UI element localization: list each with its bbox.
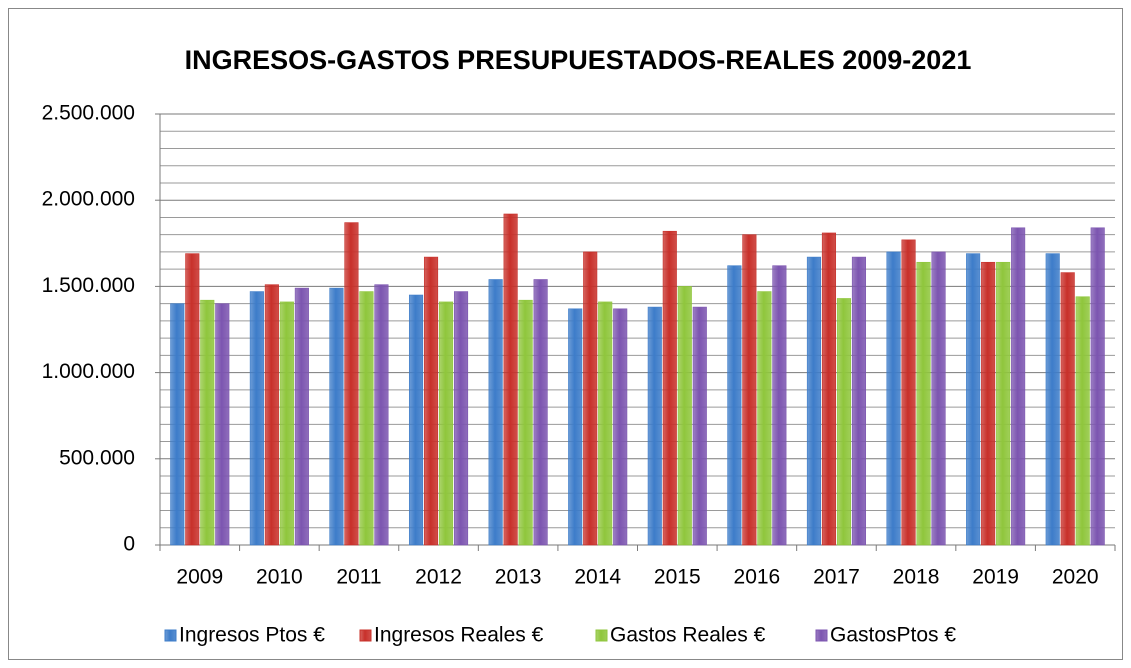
bar: [677, 286, 692, 546]
bar: [966, 253, 981, 546]
bar: [374, 284, 389, 546]
y-tick-label: 1.500.000: [42, 274, 135, 297]
bar: [185, 253, 200, 546]
y-tick-label: 2.000.000: [42, 188, 135, 211]
x-tick-label: 2014: [574, 566, 621, 589]
bar: [1075, 296, 1090, 546]
legend-label: Gastos Reales €: [610, 624, 766, 647]
bar: [692, 306, 707, 546]
y-tick-label: 0: [123, 533, 135, 556]
bar: [821, 232, 837, 546]
x-tick-label: 2017: [813, 566, 860, 589]
x-tick-label: 2016: [734, 566, 781, 589]
bar: [1060, 272, 1075, 546]
bar: [1011, 227, 1026, 546]
bar: [916, 261, 931, 546]
legend-label: Ingresos Reales €: [374, 624, 544, 647]
bar: [294, 287, 309, 546]
bar: [359, 291, 374, 546]
y-tick-label: 1.000.000: [42, 360, 135, 383]
bar: [329, 287, 344, 546]
legend-swatch: [359, 629, 372, 642]
x-tick-label: 2019: [972, 566, 1019, 589]
bar: [488, 279, 503, 546]
legend-label: GastosPtos €: [830, 624, 956, 647]
bar: [438, 301, 454, 546]
x-tick-label: 2010: [256, 566, 303, 589]
bar: [1045, 253, 1060, 546]
bar: [598, 301, 613, 546]
x-tick-label: 2020: [1052, 566, 1099, 589]
bar: [662, 230, 677, 546]
bar: [1090, 227, 1105, 546]
bar: [772, 265, 787, 546]
legend-label: Ingresos Ptos €: [179, 624, 325, 647]
bar: [851, 256, 867, 546]
bar: [200, 299, 215, 546]
legend-swatch: [815, 629, 828, 642]
bar: [996, 261, 1011, 546]
chart-title: INGRESOS-GASTOS PRESUPUESTADOS-REALES 20…: [185, 45, 972, 75]
bar: [533, 279, 548, 546]
y-tick-label: 2.500.000: [42, 102, 135, 125]
x-tick-label: 2013: [495, 566, 542, 589]
y-tick-label: 500.000: [59, 446, 135, 469]
x-tick-label: 2011: [336, 566, 381, 589]
bar: [568, 308, 583, 546]
bar: [215, 303, 230, 546]
bar: [886, 251, 901, 546]
x-tick-label: 2012: [415, 566, 462, 589]
bar: [249, 291, 264, 546]
bar: [279, 301, 294, 546]
bar: [170, 303, 185, 546]
x-tick-label: 2009: [176, 566, 223, 589]
bar: [901, 239, 916, 546]
bar: [806, 256, 822, 546]
bar: [931, 251, 946, 546]
bar: [757, 291, 772, 546]
bar: [344, 222, 359, 546]
bar: [647, 306, 662, 546]
x-tick-label: 2015: [654, 566, 701, 589]
bar: [423, 256, 439, 546]
bar: [742, 234, 757, 546]
legend-swatch: [164, 629, 177, 642]
bar: [518, 299, 533, 546]
bar: [613, 308, 628, 546]
bar: [503, 213, 518, 546]
bar: [453, 291, 469, 546]
bar: [727, 265, 742, 546]
bar: [408, 294, 424, 546]
bar: [264, 284, 279, 546]
bar: [981, 261, 996, 546]
bar: [836, 298, 852, 546]
x-tick-label: 2018: [893, 566, 940, 589]
legend-swatch: [595, 629, 608, 642]
bar: [583, 251, 598, 546]
